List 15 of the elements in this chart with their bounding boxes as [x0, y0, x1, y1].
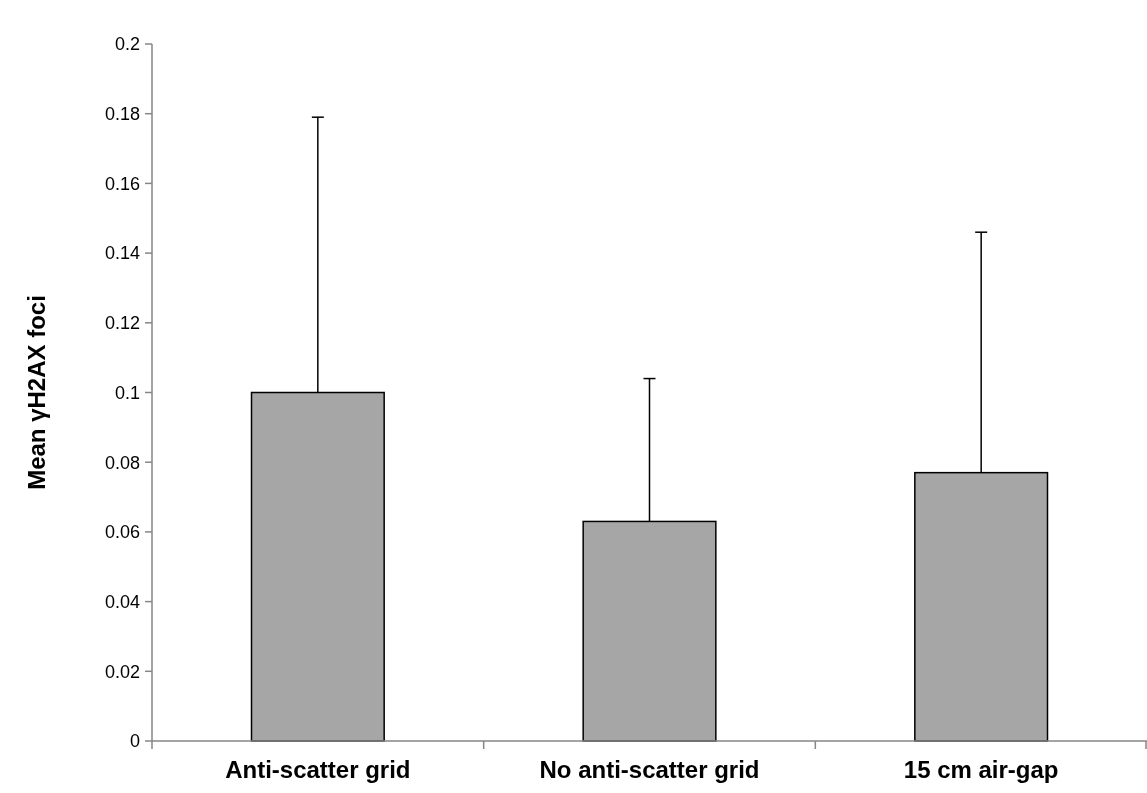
x-tick-label: No anti-scatter grid	[539, 756, 760, 783]
y-axis-title: Mean γH2AX foci	[23, 295, 50, 490]
y-tick-label: 0	[129, 731, 140, 752]
y-tick-label: 0.04	[104, 591, 140, 612]
y-tick-label: 0.16	[104, 173, 140, 194]
x-tick-label: Anti-scatter grid	[225, 756, 411, 783]
y-tick-label: 0.06	[104, 522, 140, 543]
x-tick-label: 15 cm air-gap	[903, 756, 1059, 783]
y-tick-label: 0.18	[104, 104, 140, 124]
y-tick-label: 0.14	[104, 243, 140, 264]
y-tick-label: 0.2	[114, 34, 140, 55]
y-tick-label: 0.12	[104, 313, 140, 334]
y-tick-label: 0.1	[114, 382, 140, 403]
y-tick-label: 0.08	[104, 452, 140, 473]
y-tick-label: 0.02	[104, 661, 140, 682]
